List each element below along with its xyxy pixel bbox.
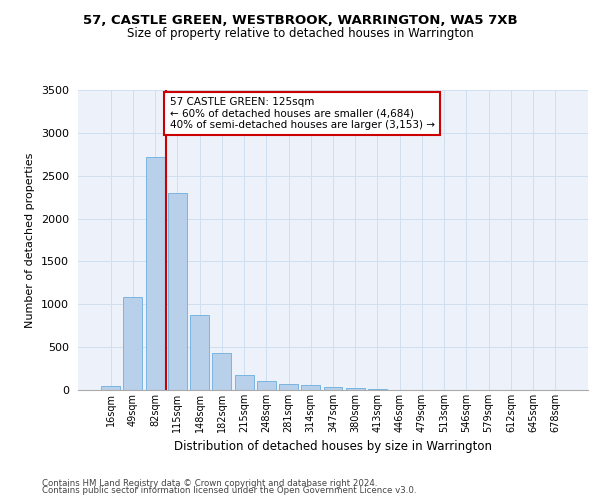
Text: Contains public sector information licensed under the Open Government Licence v3: Contains public sector information licen… [42,486,416,495]
Bar [323,388,343,390]
Text: Size of property relative to detached houses in Warrington: Size of property relative to detached ho… [127,28,473,40]
Bar [101,386,120,390]
Bar [124,296,142,390]
Bar [368,389,387,390]
Bar [190,314,209,390]
Bar [279,384,298,390]
Text: Contains HM Land Registry data © Crown copyright and database right 2024.: Contains HM Land Registry data © Crown c… [42,478,377,488]
Bar [212,353,231,390]
Bar [146,157,164,390]
X-axis label: Distribution of detached houses by size in Warrington: Distribution of detached houses by size … [174,440,492,454]
Bar [346,388,365,390]
Text: 57, CASTLE GREEN, WESTBROOK, WARRINGTON, WA5 7XB: 57, CASTLE GREEN, WESTBROOK, WARRINGTON,… [83,14,517,27]
Bar [301,386,320,390]
Bar [257,382,276,390]
Text: 57 CASTLE GREEN: 125sqm
← 60% of detached houses are smaller (4,684)
40% of semi: 57 CASTLE GREEN: 125sqm ← 60% of detache… [170,97,434,130]
Bar [235,376,254,390]
Y-axis label: Number of detached properties: Number of detached properties [25,152,35,328]
Bar [168,193,187,390]
